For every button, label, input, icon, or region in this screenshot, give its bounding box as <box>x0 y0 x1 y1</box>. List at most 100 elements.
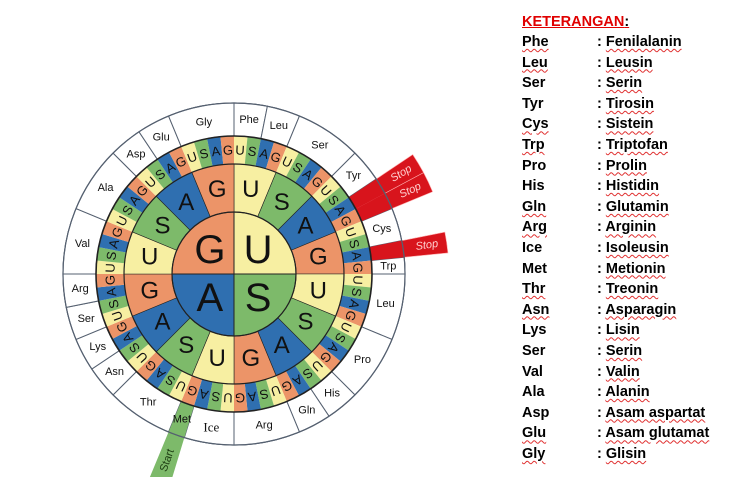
legend-name: : Isoleusin <box>597 239 669 256</box>
amino-acid-label-arg: Arg <box>72 283 89 295</box>
third-base-S <box>207 381 224 412</box>
third-base-letter: S <box>349 287 365 298</box>
legend-item: Glu: Asam glutamat <box>522 423 736 444</box>
amino-acid-label-arg: Arg <box>256 420 273 432</box>
legend-name: : Histidin <box>597 178 660 195</box>
amino-acid-label-cys: Cys <box>372 223 391 235</box>
third-base-S <box>98 295 129 315</box>
second-base-letter: U <box>209 345 226 372</box>
third-base-G <box>311 343 341 372</box>
third-base-U <box>127 343 157 372</box>
legend-item: Cys : Sistein <box>522 114 736 135</box>
third-base-G <box>136 351 165 381</box>
third-base-U <box>220 383 234 412</box>
legend-name: : Valin <box>597 363 640 380</box>
third-base-U <box>331 316 362 340</box>
second-base-letter: G <box>140 277 159 304</box>
legend-name: : Treonin <box>597 281 659 298</box>
amino-acid-label-pro: Pro <box>354 354 371 366</box>
third-base-letter: A <box>105 238 122 250</box>
third-base-letter: A <box>349 250 365 261</box>
legend-list: Phe: Fenilalanin Leu: Leusin Ser: Serin Tyr… <box>522 32 736 464</box>
legend-panel: KETERANGAN: Phe: Fenilalanin Leu: Leusin S… <box>522 12 736 464</box>
second-base-letter: A <box>178 189 194 216</box>
legend-name: : Glutamin <box>597 198 669 215</box>
third-base-letter: A <box>346 298 363 310</box>
stop-bar-segment <box>369 240 405 261</box>
third-base-A <box>285 365 311 396</box>
third-base-letter: S <box>105 298 122 310</box>
third-base-G <box>343 260 372 274</box>
third-base-S <box>112 197 143 223</box>
legend-name: : Glisin <box>597 445 647 462</box>
third-base-A <box>319 335 349 362</box>
third-base-G <box>265 141 287 173</box>
second-base-letter: G <box>241 345 260 372</box>
third-base-letter: S <box>198 145 210 162</box>
third-base-G <box>101 221 133 243</box>
third-base-S <box>157 365 183 396</box>
third-base-letter: G <box>235 390 246 405</box>
legend-name: : Prolin <box>597 157 647 174</box>
third-base-S <box>244 136 261 167</box>
second-base-letter: S <box>154 213 170 240</box>
third-base-U <box>96 260 125 274</box>
third-base-letter: S <box>258 386 270 403</box>
legend-item: Pro: Prolin <box>522 156 736 177</box>
legend-abbr: Trp <box>522 136 545 153</box>
third-base-A <box>112 325 143 351</box>
third-base-U <box>343 274 372 288</box>
third-base-S <box>193 138 213 169</box>
amino-acid-label-val: Val <box>75 238 90 250</box>
third-base-S <box>255 379 275 410</box>
amino-acid-label-ala: Ala <box>98 182 115 194</box>
first-base-letter: G <box>194 228 225 272</box>
second-base-letter: A <box>297 213 313 240</box>
amino-acid-label-ser: Ser <box>78 313 95 325</box>
legend-abbr: Leu <box>522 54 548 71</box>
third-base-A <box>98 233 129 253</box>
legend-item: Ala: Alanin <box>522 382 736 403</box>
legend-abbr: Val <box>522 363 543 380</box>
second-base-letter: G <box>309 244 328 271</box>
amino-acid-label-leu: Leu <box>270 120 288 132</box>
third-base-letter: G <box>108 225 126 240</box>
legend-abbr: Glu <box>522 425 547 442</box>
amino-acid-label-phe: Phe <box>239 114 259 126</box>
third-base-S <box>96 247 127 264</box>
third-base-U <box>106 208 137 232</box>
third-base-letter: A <box>210 143 221 159</box>
third-base-S <box>295 359 322 389</box>
third-base-G <box>234 383 248 412</box>
stop-bar-segment <box>355 193 392 222</box>
legend-name: : Fenilalanin <box>597 34 682 50</box>
third-base-A <box>339 295 370 315</box>
legend-name: : Triptofan <box>597 136 668 153</box>
amino-acid-ring: Phe Leu Ser Tyr Cys Trp Leu Pro His Gln Arg Ice Thr A… <box>62 102 406 446</box>
legend-abbr: Ala <box>522 384 545 401</box>
first-base-letter: U <box>244 228 273 272</box>
legend-abbr: Tyr <box>522 95 544 112</box>
third-base-A <box>325 197 356 223</box>
legend-abbr: Cys <box>522 116 549 133</box>
third-base-G <box>168 146 192 177</box>
amino-acid-label-ice: Ice <box>203 419 219 434</box>
third-base-G <box>220 136 234 165</box>
legend-item: Thr: Treonin <box>522 279 736 300</box>
legend-item: Ice: Isoleusin <box>522 238 736 259</box>
third-base-A <box>157 152 183 183</box>
amino-acid-label-trp: Trp <box>380 260 396 272</box>
third-base-S <box>319 186 349 213</box>
second-base-letter: A <box>274 332 290 359</box>
stop-label: Stop <box>415 238 439 253</box>
amino-acid-label-met: Met <box>173 413 191 425</box>
legend-item: Asp: Asam aspartat <box>522 403 736 424</box>
legend-item: Met: Metionin <box>522 259 736 280</box>
legend-name: : Sistein <box>597 116 654 133</box>
second-base-letter: U <box>141 244 158 271</box>
legend-name: : Metionin <box>597 260 666 277</box>
third-base-letter: A <box>258 145 270 162</box>
third-base-letter: G <box>185 382 200 400</box>
